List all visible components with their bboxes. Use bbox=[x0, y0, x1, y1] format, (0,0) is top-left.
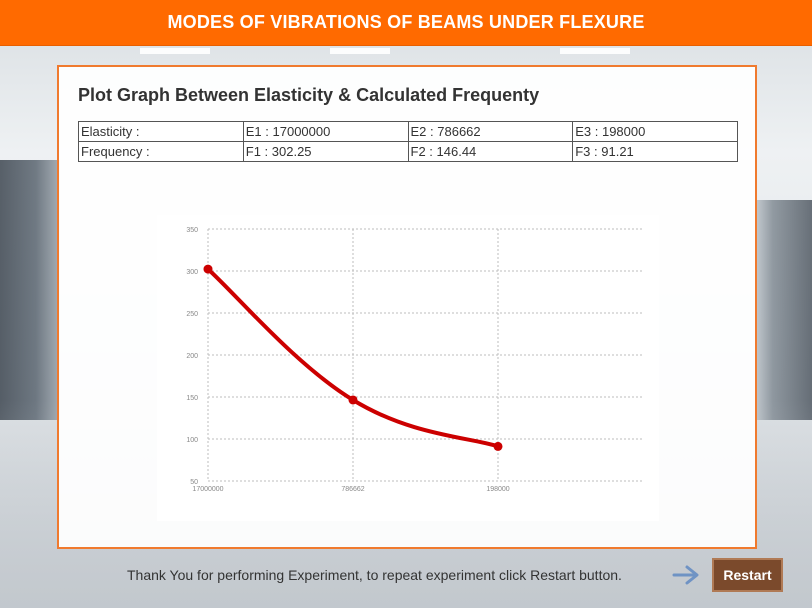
frequency-chart: 50 100 150 200 250 300 350 17000000 786662 198000 bbox=[157, 215, 659, 521]
y-tick-label: 200 bbox=[186, 353, 198, 360]
app-header: MODES OF VIBRATIONS OF BEAMS UNDER FLEXU… bbox=[0, 0, 812, 46]
table-cell: E2 : 786662 bbox=[407, 121, 574, 142]
x-tick-label: 17000000 bbox=[192, 486, 223, 493]
table-cell: F2 : 146.44 bbox=[407, 141, 574, 162]
data-point bbox=[493, 441, 503, 451]
arrow-right-icon bbox=[672, 565, 699, 585]
x-tick-label: 198000 bbox=[486, 486, 509, 493]
background-ceiling-light bbox=[140, 48, 210, 54]
header-title: MODES OF VIBRATIONS OF BEAMS UNDER FLEXU… bbox=[167, 12, 645, 32]
background-cabinet-left bbox=[0, 160, 60, 420]
data-point bbox=[203, 264, 213, 274]
y-tick-label: 150 bbox=[186, 395, 198, 402]
data-point bbox=[348, 395, 358, 405]
panel-title: Plot Graph Between Elasticity & Calculat… bbox=[78, 85, 540, 105]
table-cell: E3 : 198000 bbox=[572, 121, 738, 142]
chart-svg: 50 100 150 200 250 300 350 17000000 786662 198000 bbox=[186, 227, 642, 493]
values-table: Elasticity : E1 : 17000000 E2 : 786662 E… bbox=[78, 121, 738, 162]
table-row: Elasticity : E1 : 17000000 E2 : 786662 E… bbox=[78, 121, 738, 142]
table-cell: F3 : 91.21 bbox=[572, 141, 738, 162]
y-tick-label: 100 bbox=[186, 437, 198, 444]
table-cell: F1 : 302.25 bbox=[242, 141, 409, 162]
table-cell: E1 : 17000000 bbox=[242, 121, 409, 142]
table-cell: Elasticity : bbox=[78, 121, 244, 142]
y-tick-label: 50 bbox=[190, 479, 198, 486]
result-panel: Plot Graph Between Elasticity & Calculat… bbox=[57, 65, 757, 549]
background-bed-right bbox=[756, 200, 812, 420]
y-tick-label: 350 bbox=[186, 227, 198, 234]
footer-message: Thank You for performing Experiment, to … bbox=[127, 567, 622, 583]
y-tick-label: 300 bbox=[186, 269, 198, 276]
background-ceiling-light bbox=[560, 48, 630, 54]
restart-button[interactable]: Restart bbox=[712, 558, 783, 592]
table-row: Frequency : F1 : 302.25 F2 : 146.44 F3 :… bbox=[78, 141, 738, 162]
x-tick-label: 786662 bbox=[341, 486, 364, 493]
table-cell: Frequency : bbox=[78, 141, 244, 162]
background-ceiling-light bbox=[330, 48, 390, 54]
y-tick-label: 250 bbox=[186, 311, 198, 318]
